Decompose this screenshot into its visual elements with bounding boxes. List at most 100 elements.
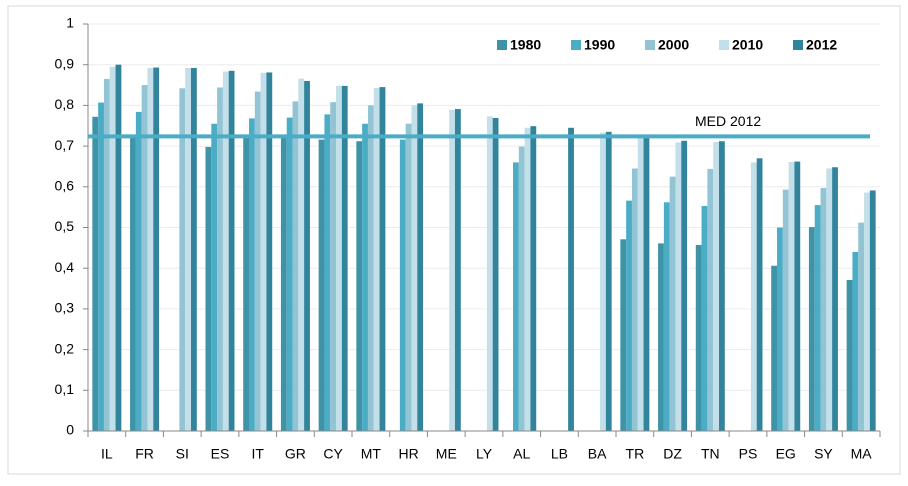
bar	[280, 137, 287, 431]
y-tick-label: 0,4	[55, 259, 75, 275]
bar	[852, 251, 859, 431]
x-tick-label: SY	[814, 446, 833, 462]
x-tick-label: PS	[739, 446, 758, 462]
bar	[771, 265, 778, 431]
x-tick-label: AL	[513, 446, 530, 462]
bar	[713, 142, 719, 431]
bar	[249, 118, 255, 431]
bar	[217, 87, 223, 431]
bar	[205, 146, 212, 431]
y-tick-label: 0,6	[55, 178, 75, 194]
x-tick-label: IT	[251, 446, 264, 462]
bar	[417, 103, 424, 432]
bar	[103, 78, 110, 431]
bar	[643, 137, 650, 431]
y-tick-label: 0,7	[55, 137, 75, 153]
x-tick-label: LY	[476, 446, 493, 462]
bar	[298, 78, 305, 432]
bar	[362, 123, 368, 431]
bar	[782, 189, 789, 431]
bar	[826, 168, 833, 432]
bar	[530, 126, 537, 432]
bar	[399, 139, 406, 431]
x-tick-label: DZ	[663, 446, 682, 462]
bar	[777, 227, 783, 431]
bar	[631, 168, 638, 432]
y-tick-label: 0,3	[55, 300, 75, 316]
bar	[600, 132, 606, 431]
bar	[814, 205, 821, 431]
x-tick-label: GR	[285, 446, 306, 462]
x-tick-label: BA	[588, 446, 607, 462]
bar	[846, 280, 853, 431]
bar	[718, 141, 725, 431]
bar	[356, 141, 363, 431]
bar	[858, 222, 865, 431]
bar	[605, 131, 612, 432]
bar	[324, 114, 331, 431]
bar	[568, 127, 574, 431]
bar	[222, 71, 229, 431]
bar	[141, 85, 148, 432]
bar	[454, 109, 461, 432]
y-tick-label: 0,2	[55, 340, 75, 356]
x-tick-label: TR	[626, 446, 645, 462]
y-tick-label: 0,1	[55, 381, 75, 397]
bar	[449, 109, 455, 431]
bar	[864, 192, 870, 431]
bar	[626, 200, 632, 431]
x-tick-label: TN	[701, 446, 720, 462]
x-tick-label: IL	[101, 446, 113, 462]
bar	[260, 72, 267, 431]
bar	[820, 188, 827, 431]
bar	[658, 243, 664, 431]
bar	[185, 67, 191, 432]
bar	[707, 168, 714, 431]
bar	[524, 127, 531, 431]
bar	[98, 102, 104, 432]
x-tick-label: FR	[135, 446, 154, 462]
y-tick-label: 0,9	[55, 55, 75, 71]
bar	[179, 88, 186, 431]
bar	[701, 205, 708, 431]
legend-swatch	[645, 40, 655, 50]
bar	[675, 142, 682, 431]
bar	[115, 64, 122, 431]
bar	[794, 161, 801, 432]
bar	[750, 162, 757, 431]
bar	[135, 111, 142, 432]
bar	[379, 87, 386, 432]
y-tick-label: 0	[66, 422, 74, 438]
bar	[869, 190, 876, 431]
legend-label: 1980	[510, 37, 541, 53]
bar	[513, 162, 519, 431]
bar	[808, 227, 815, 431]
bar	[243, 137, 250, 431]
bar	[254, 91, 261, 431]
x-tick-label: MT	[361, 446, 382, 462]
bar	[153, 67, 160, 431]
legend-swatch	[793, 40, 803, 50]
bar	[266, 72, 273, 432]
legend-label: 1990	[584, 37, 615, 53]
bar	[190, 67, 197, 432]
x-tick-label: SI	[176, 446, 189, 462]
bar	[518, 146, 525, 431]
x-tick-label: MA	[851, 446, 873, 462]
bar	[405, 123, 412, 431]
bar	[318, 139, 325, 431]
bar	[669, 176, 676, 431]
bar	[147, 67, 154, 432]
bar	[620, 239, 627, 431]
bar	[663, 202, 670, 431]
legend-swatch	[719, 40, 729, 50]
bar	[695, 245, 702, 431]
x-tick-label: HR	[398, 446, 418, 462]
legend-swatch	[571, 40, 581, 50]
y-tick-label: 1	[66, 15, 74, 31]
legend-swatch	[497, 40, 507, 50]
bar	[637, 137, 644, 431]
bar	[228, 70, 235, 432]
bar	[92, 116, 99, 432]
